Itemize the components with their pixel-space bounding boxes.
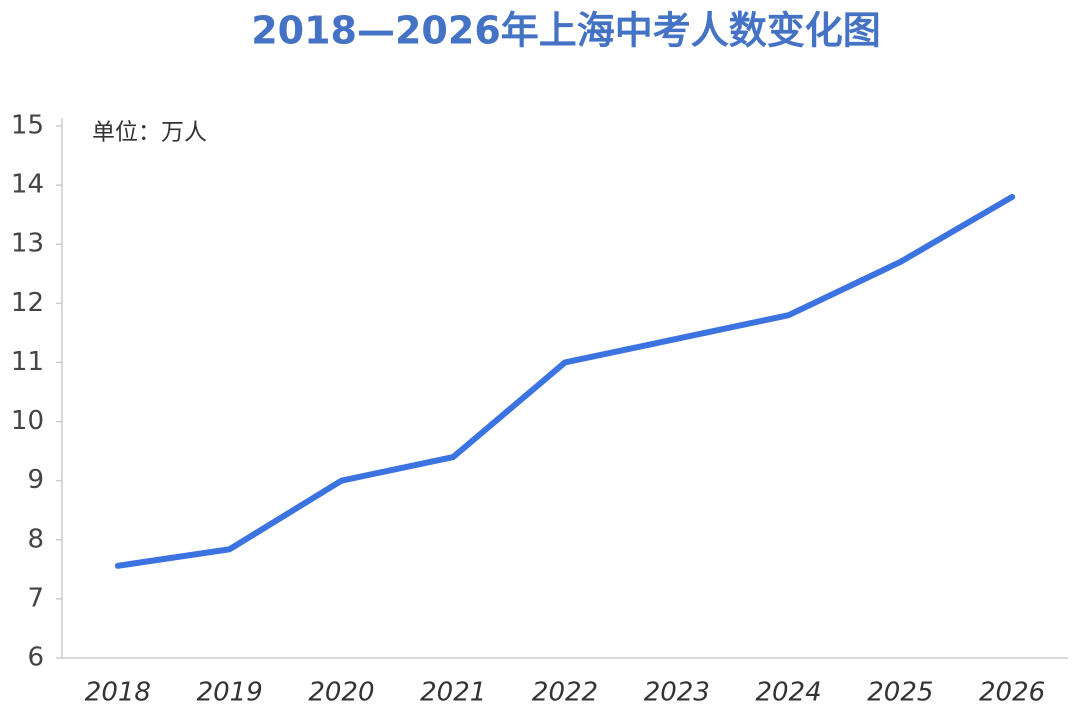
x-tick-label: 2026 <box>979 678 1045 708</box>
y-tick-label: 9 <box>27 465 44 495</box>
y-tick-label: 15 <box>11 111 44 141</box>
unit-label: 单位：万人 <box>92 120 207 146</box>
x-tick-label: 2023 <box>644 678 710 708</box>
y-tick-label: 14 <box>11 170 44 200</box>
y-tick-label: 8 <box>27 524 44 554</box>
y-tick-label: 13 <box>11 229 44 259</box>
chart-title: 2018—2026年上海中考人数变化图 <box>251 9 881 53</box>
x-tick-label: 2019 <box>197 678 263 708</box>
x-tick-label: 2020 <box>308 678 374 708</box>
x-tick-label: 2021 <box>420 678 486 708</box>
y-tick-label: 10 <box>11 406 44 436</box>
line <box>114 193 1016 569</box>
x-tick-label: 2024 <box>755 678 821 708</box>
y-tick-label: 7 <box>27 583 44 613</box>
x-tick-label: 2018 <box>85 678 151 708</box>
y-tick-label: 12 <box>11 288 44 318</box>
y-tick-label: 6 <box>27 643 44 673</box>
y-tick-label: 11 <box>11 347 44 377</box>
x-tick-label: 2022 <box>532 678 598 708</box>
x-tick-label: 2025 <box>867 678 933 708</box>
